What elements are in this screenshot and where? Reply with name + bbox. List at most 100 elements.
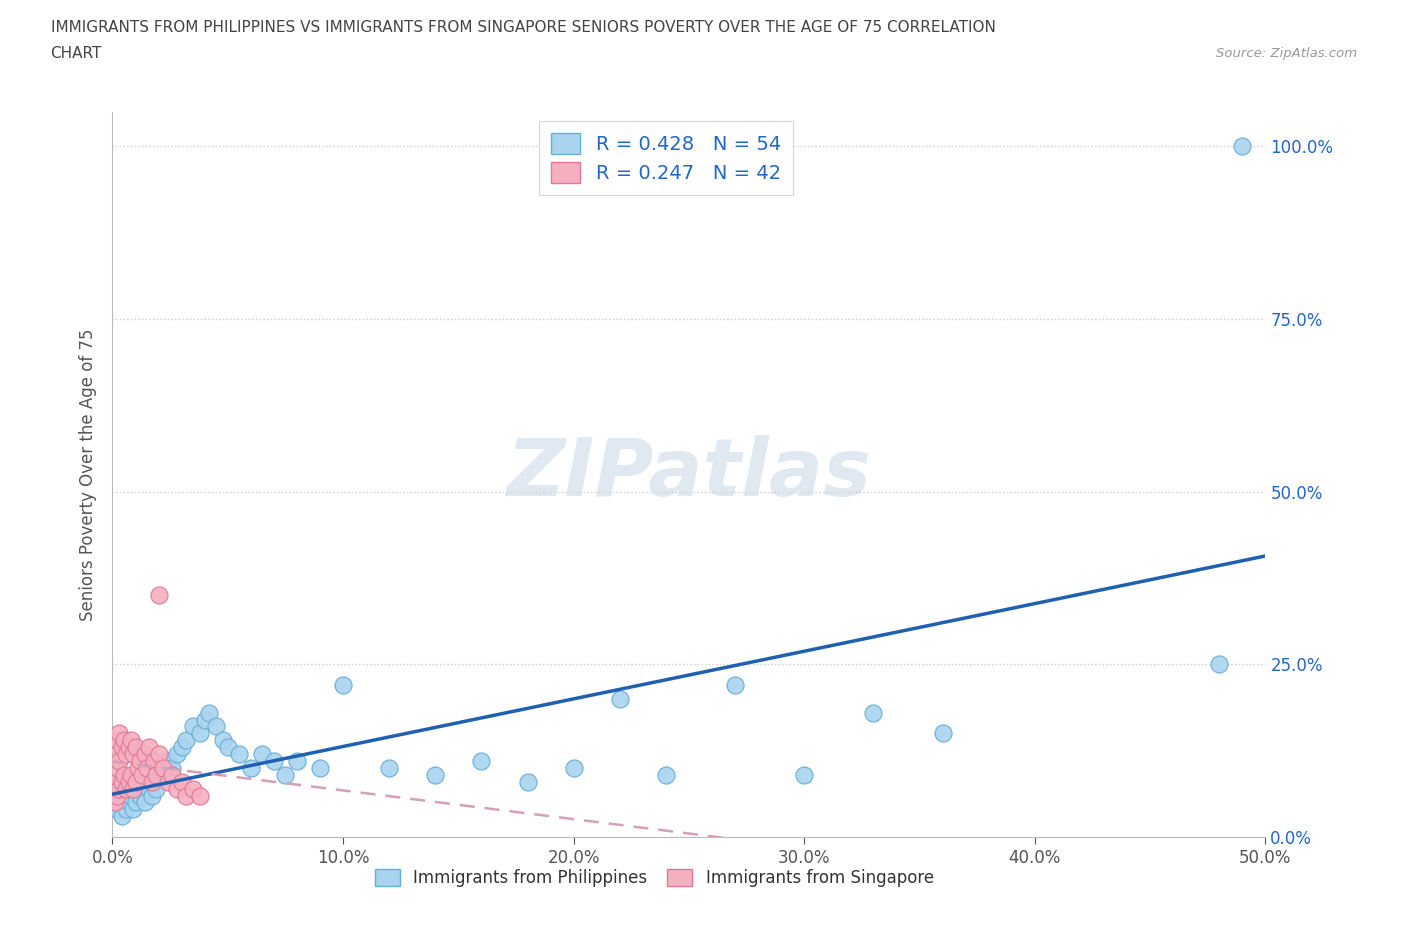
Point xyxy=(152,761,174,776)
Point xyxy=(104,775,127,790)
Point xyxy=(170,775,193,790)
Point xyxy=(138,781,160,796)
Point xyxy=(152,767,174,782)
Point xyxy=(793,767,815,782)
Point xyxy=(263,753,285,768)
Point xyxy=(108,726,131,741)
Point xyxy=(1208,657,1230,671)
Point xyxy=(117,795,139,810)
Point xyxy=(134,795,156,810)
Point xyxy=(162,767,184,782)
Point xyxy=(120,788,142,803)
Point xyxy=(131,775,153,790)
Point xyxy=(194,712,217,727)
Point xyxy=(124,739,146,754)
Point xyxy=(141,775,163,790)
Point xyxy=(931,726,953,741)
Point xyxy=(309,761,332,776)
Point xyxy=(112,781,135,796)
Point xyxy=(127,781,149,796)
Point xyxy=(122,747,145,762)
Point xyxy=(181,719,204,734)
Point xyxy=(188,726,211,741)
Point xyxy=(112,733,135,748)
Point xyxy=(115,802,138,817)
Point xyxy=(129,788,152,803)
Point xyxy=(129,753,152,768)
Point xyxy=(516,775,538,790)
Point xyxy=(122,802,145,817)
Text: CHART: CHART xyxy=(51,46,103,61)
Point xyxy=(188,788,211,803)
Point xyxy=(145,767,167,782)
Point xyxy=(156,753,179,768)
Point xyxy=(562,761,585,776)
Point xyxy=(111,775,134,790)
Point xyxy=(148,761,170,776)
Point xyxy=(162,761,184,776)
Point xyxy=(205,719,228,734)
Point xyxy=(212,733,235,748)
Point xyxy=(105,733,128,748)
Point xyxy=(285,753,308,768)
Point xyxy=(181,781,204,796)
Point xyxy=(124,795,146,810)
Point xyxy=(117,739,139,754)
Point xyxy=(112,767,135,782)
Point xyxy=(378,761,401,776)
Point xyxy=(111,739,134,754)
Point xyxy=(198,705,221,720)
Point xyxy=(136,767,159,782)
Point xyxy=(174,788,197,803)
Point xyxy=(174,733,197,748)
Y-axis label: Seniors Poverty Over the Age of 75: Seniors Poverty Over the Age of 75 xyxy=(79,328,97,620)
Point xyxy=(470,753,492,768)
Point xyxy=(124,775,146,790)
Point xyxy=(105,788,128,803)
Point xyxy=(105,761,128,776)
Point xyxy=(425,767,447,782)
Point xyxy=(134,747,156,762)
Point xyxy=(115,747,138,762)
Point xyxy=(111,809,134,824)
Text: IMMIGRANTS FROM PHILIPPINES VS IMMIGRANTS FROM SINGAPORE SENIORS POVERTY OVER TH: IMMIGRANTS FROM PHILIPPINES VS IMMIGRANT… xyxy=(51,20,995,35)
Point xyxy=(148,588,170,603)
Point xyxy=(166,747,188,762)
Text: Source: ZipAtlas.com: Source: ZipAtlas.com xyxy=(1216,46,1357,60)
Point xyxy=(143,753,166,768)
Point xyxy=(122,781,145,796)
Point xyxy=(138,739,160,754)
Point xyxy=(131,767,153,782)
Point xyxy=(332,678,354,693)
Point xyxy=(655,767,678,782)
Text: ZIPatlas: ZIPatlas xyxy=(506,435,872,513)
Point xyxy=(143,775,166,790)
Point xyxy=(141,788,163,803)
Point xyxy=(108,788,131,803)
Point xyxy=(217,739,239,754)
Legend: Immigrants from Philippines, Immigrants from Singapore: Immigrants from Philippines, Immigrants … xyxy=(368,862,941,894)
Point xyxy=(239,761,262,776)
Point xyxy=(105,802,128,817)
Point xyxy=(166,781,188,796)
Point xyxy=(104,795,127,810)
Point xyxy=(136,761,159,776)
Point xyxy=(104,747,127,762)
Point xyxy=(104,795,127,810)
Point xyxy=(127,761,149,776)
Point xyxy=(120,733,142,748)
Point xyxy=(148,747,170,762)
Point xyxy=(156,775,179,790)
Point xyxy=(274,767,297,782)
Point xyxy=(120,767,142,782)
Point xyxy=(115,781,138,796)
Point xyxy=(1232,139,1254,153)
Point xyxy=(609,691,631,706)
Point xyxy=(724,678,747,693)
Point xyxy=(108,753,131,768)
Point xyxy=(252,747,274,762)
Point xyxy=(117,775,139,790)
Point xyxy=(862,705,884,720)
Point xyxy=(170,739,193,754)
Point xyxy=(108,781,131,796)
